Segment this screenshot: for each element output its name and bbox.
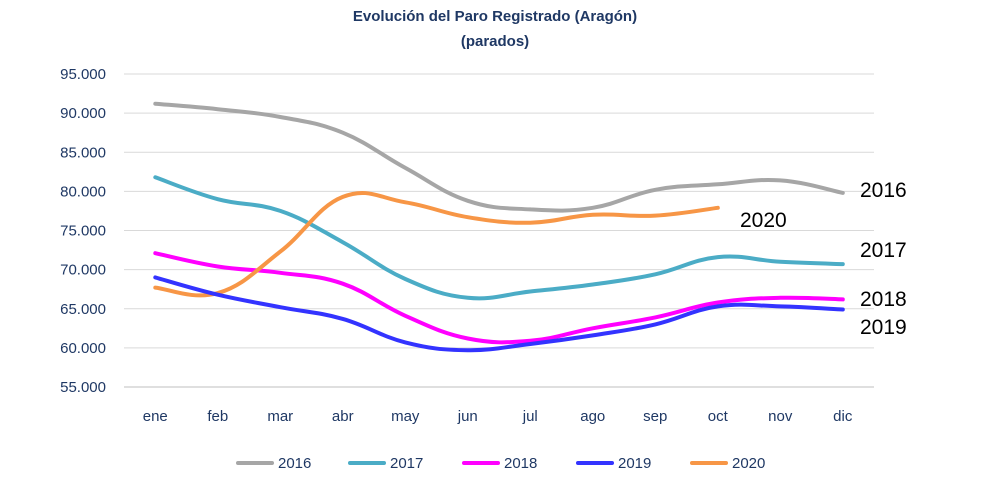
x-tick-label: feb <box>207 408 228 425</box>
series-end-label-2019: 2019 <box>860 316 907 339</box>
legend: 2016 2017 2018 2019 2020 <box>236 455 765 472</box>
legend-item-2016: 2016 <box>236 455 311 472</box>
y-axis: 55.000 60.000 65.000 70.000 75.000 80.000 85.0… <box>60 66 106 396</box>
legend-item-2019: 2019 <box>576 455 651 472</box>
x-tick-label: may <box>391 408 420 425</box>
series-line-2020 <box>153 191 720 298</box>
x-tick-label: abr <box>332 408 354 425</box>
x-tick-label: sep <box>643 408 667 425</box>
chart-title: Evolución del Paro Registrado (Aragón) <box>353 8 637 25</box>
series-end-label-2020: 2020 <box>740 209 787 232</box>
series-line-2018 <box>153 251 845 345</box>
series-line-2019 <box>153 275 845 353</box>
x-tick-label: jul <box>522 408 538 425</box>
x-tick-label: nov <box>768 408 793 425</box>
legend-item-2020: 2020 <box>690 455 765 472</box>
x-tick-label: mar <box>267 408 293 425</box>
y-tick-label: 75.000 <box>60 223 106 240</box>
legend-label: 2018 <box>504 455 537 472</box>
x-tick-label: jun <box>457 408 478 425</box>
y-tick-label: 90.000 <box>60 105 106 122</box>
x-tick-label: ago <box>580 408 605 425</box>
series-line-2016 <box>153 101 845 213</box>
y-tick-label: 55.000 <box>60 379 106 396</box>
legend-item-2018: 2018 <box>462 455 537 472</box>
series-line-2017 <box>153 175 845 301</box>
legend-label: 2016 <box>278 455 311 472</box>
legend-label: 2017 <box>390 455 423 472</box>
legend-label: 2020 <box>732 455 765 472</box>
y-tick-label: 65.000 <box>60 301 106 318</box>
y-tick-label: 95.000 <box>60 66 106 83</box>
y-tick-label: 60.000 <box>60 340 106 357</box>
x-tick-label: oct <box>708 408 729 425</box>
series-end-label-2016: 2016 <box>860 179 907 202</box>
series-end-labels: 2016 2017 2018 2019 2020 <box>740 179 907 339</box>
x-tick-label: ene <box>143 408 168 425</box>
y-tick-label: 80.000 <box>60 183 106 200</box>
y-tick-label: 85.000 <box>60 144 106 161</box>
chart-subtitle: (parados) <box>461 33 529 50</box>
x-axis: ene feb mar abr may jun jul ago sep oct nov dic <box>143 408 853 425</box>
x-tick-label: dic <box>833 408 853 425</box>
y-tick-label: 70.000 <box>60 262 106 279</box>
series-lines <box>153 101 845 353</box>
series-end-label-2017: 2017 <box>860 239 907 262</box>
legend-label: 2019 <box>618 455 651 472</box>
series-end-label-2018: 2018 <box>860 288 907 311</box>
legend-item-2017: 2017 <box>348 455 423 472</box>
